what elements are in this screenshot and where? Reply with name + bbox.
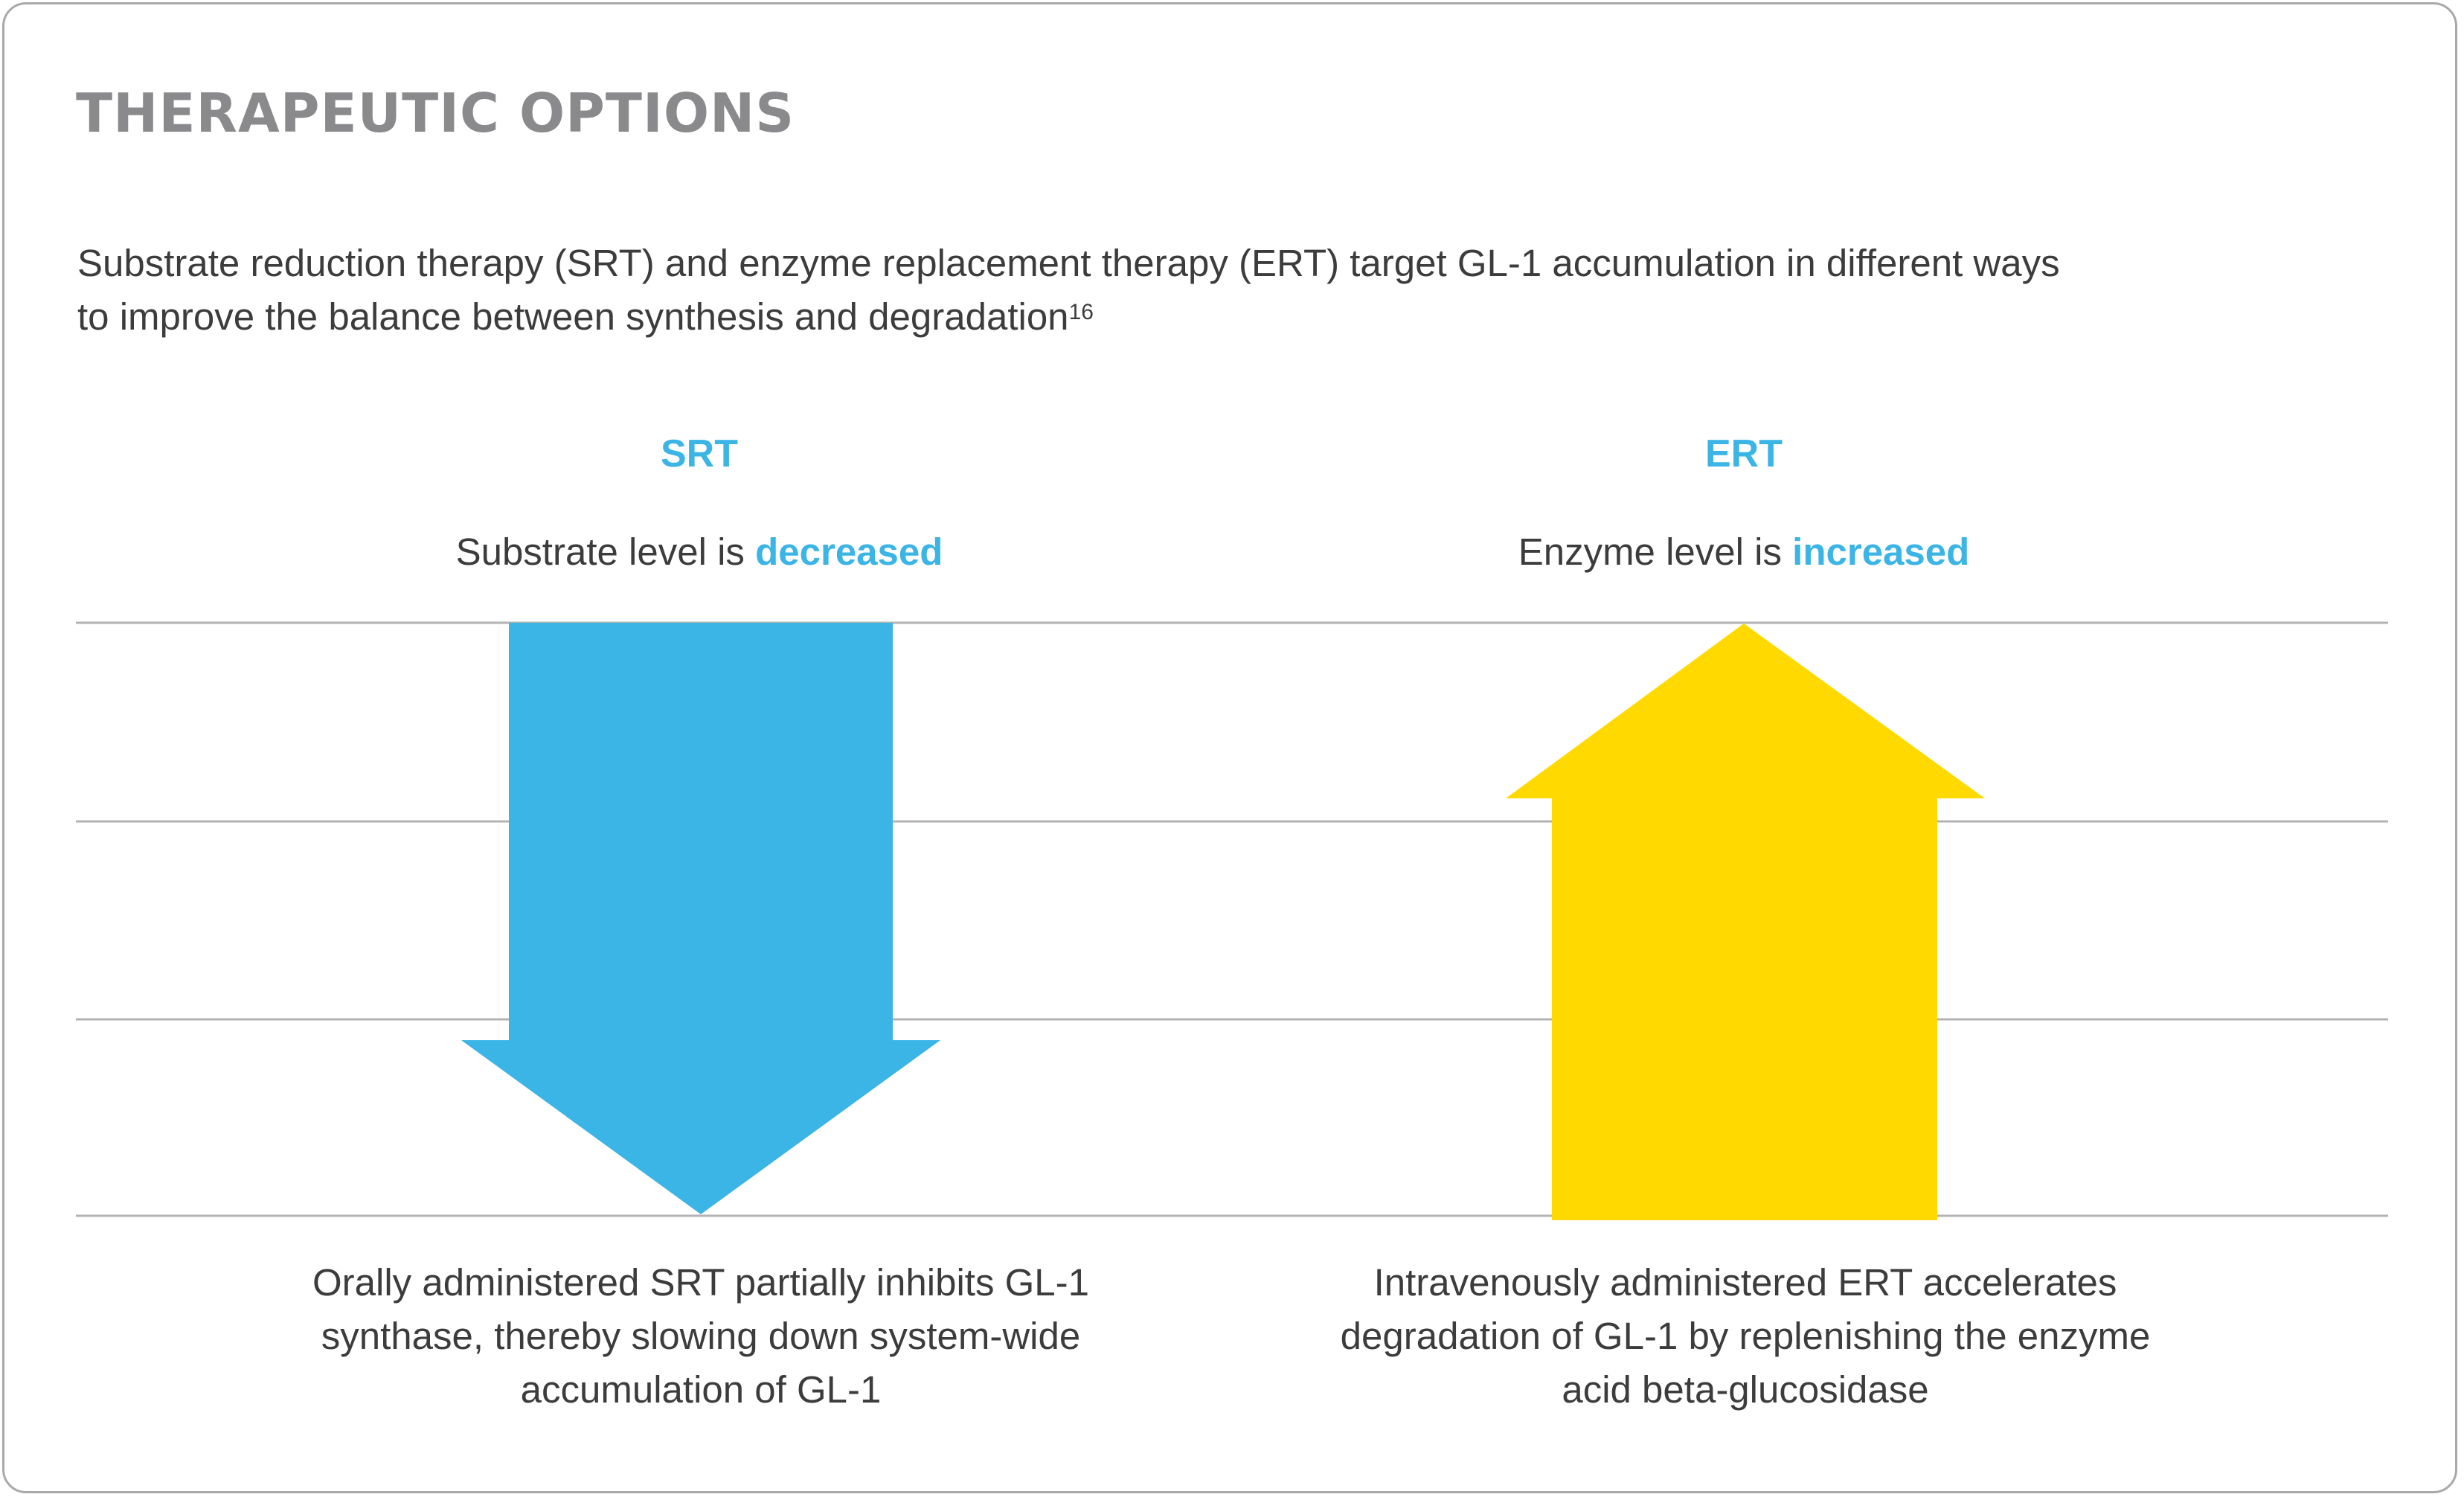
down-arrow-icon (461, 623, 940, 1214)
srt-level-emphasis: decreased (755, 531, 943, 573)
ert-label: ERT (1705, 432, 1783, 475)
up-arrow-icon (1506, 624, 1985, 1220)
srt-label: SRT (661, 432, 738, 475)
ert-level-emphasis: increased (1792, 531, 1970, 573)
ert-level-statement: Enzyme level is increased (1372, 530, 2116, 574)
srt-level-prefix: Substrate level is (455, 531, 756, 573)
ert-caption: Intravenously administered ERT accelerat… (1340, 1261, 2151, 1411)
srt-caption: Orally administered SRT partially inhibi… (312, 1261, 1090, 1411)
ert-level-prefix: Enzyme level is (1518, 531, 1793, 573)
intro-paragraph: Substrate reduction therapy (SRT) and en… (77, 237, 2086, 344)
srt-level-statement: Substrate level is decreased (327, 530, 1071, 574)
intro-text: Substrate reduction therapy (SRT) and en… (77, 242, 2060, 338)
reference-superscript: 16 (1068, 300, 1094, 324)
page-title: THERAPEUTIC OPTIONS (76, 82, 795, 144)
